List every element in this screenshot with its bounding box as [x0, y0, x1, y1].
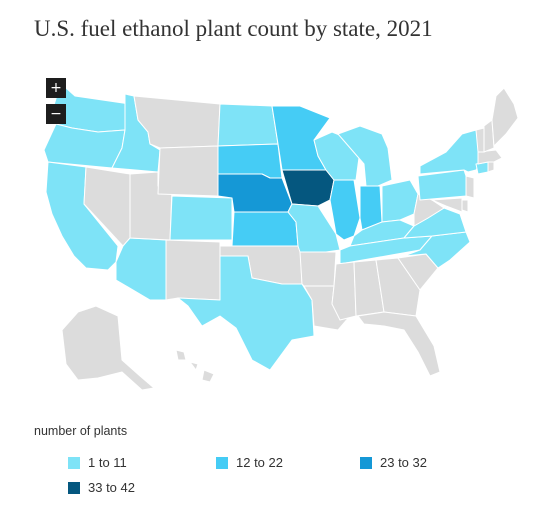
state-ks[interactable] [231, 211, 299, 247]
state-hi[interactable] [175, 349, 215, 383]
map-container[interactable] [0, 60, 538, 400]
state-sd[interactable] [217, 143, 283, 179]
state-nc[interactable] [403, 231, 471, 269]
state-me[interactable] [491, 87, 519, 147]
state-ga[interactable] [375, 257, 421, 317]
state-wv[interactable] [413, 193, 445, 227]
state-nm[interactable] [165, 239, 221, 301]
state-or[interactable] [43, 123, 126, 169]
state-de[interactable] [461, 199, 469, 213]
state-md[interactable] [431, 197, 463, 213]
legend-label: 12 to 22 [236, 455, 283, 470]
state-ar[interactable] [299, 251, 337, 287]
legend-label: 1 to 11 [88, 455, 127, 470]
state-vt[interactable] [475, 127, 485, 153]
state-ri[interactable] [487, 161, 495, 173]
state-pa[interactable] [417, 169, 471, 201]
state-ny[interactable] [419, 129, 483, 175]
legend-label: 33 to 42 [88, 480, 135, 495]
state-co[interactable] [169, 195, 233, 241]
legend-item: 33 to 42 [68, 480, 135, 495]
legend-item: 1 to 11 [68, 455, 127, 470]
legend-swatch [68, 456, 80, 469]
state-ak[interactable] [61, 305, 155, 391]
zoom-in-button[interactable]: + [46, 78, 66, 98]
state-fl[interactable] [357, 311, 441, 377]
legend-swatch [68, 481, 80, 494]
legend-label: 23 to 32 [380, 455, 427, 470]
state-nh[interactable] [483, 119, 495, 153]
legend-swatch [360, 456, 372, 469]
legend-item: 12 to 22 [216, 455, 283, 470]
state-il[interactable] [329, 179, 361, 241]
state-wy[interactable] [157, 145, 219, 197]
state-nj[interactable] [465, 175, 475, 199]
map-title: U.S. fuel ethanol plant count by state, … [34, 16, 433, 41]
state-az[interactable] [115, 237, 167, 301]
state-nd[interactable] [217, 103, 279, 147]
state-mi[interactable] [337, 125, 393, 187]
state-ma[interactable] [477, 149, 503, 165]
state-oh[interactable] [381, 179, 419, 223]
zoom-out-button[interactable]: − [46, 104, 66, 124]
legend-swatch [216, 456, 228, 469]
legend-title: number of plants [34, 424, 128, 438]
legend-item: 23 to 32 [360, 455, 427, 470]
state-tx[interactable] [177, 255, 315, 371]
us-choropleth-map[interactable] [0, 60, 538, 400]
state-ms[interactable] [331, 261, 357, 321]
